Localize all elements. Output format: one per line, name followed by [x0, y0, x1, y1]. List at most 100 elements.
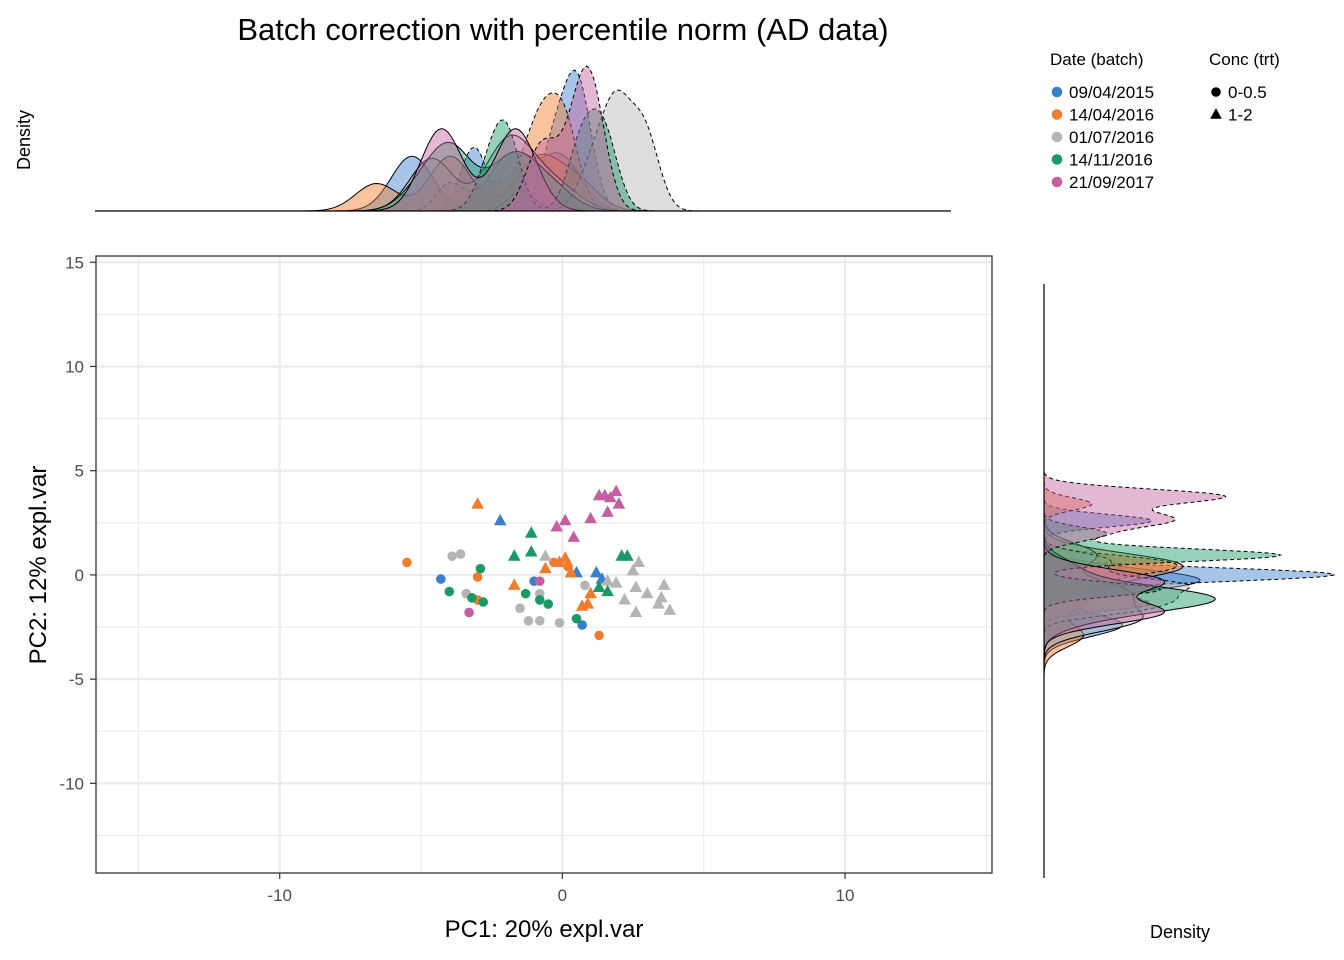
- legend-color-title: Date (batch): [1050, 50, 1144, 69]
- legend-color-swatch: [1051, 131, 1063, 143]
- scatter-point: [493, 513, 507, 526]
- scatter-point: [571, 613, 582, 624]
- scatter-point: [508, 578, 521, 590]
- legend-color-swatch: [1051, 154, 1063, 165]
- x-axis-ticks: -10 0 10: [267, 873, 854, 905]
- scatter-point: [472, 572, 483, 582]
- scatter-point: [444, 586, 455, 597]
- scatter-point: [558, 513, 572, 526]
- legend-color-label: 09/04/2015: [1069, 83, 1154, 102]
- legend-shape-title: Conc (trt): [1209, 50, 1280, 69]
- legend-shape-swatch: [1211, 87, 1221, 97]
- right-density-label: Density: [1150, 922, 1210, 942]
- scatter-point: [657, 578, 671, 590]
- scatter-plot-border: [95, 255, 993, 874]
- scatter-point: [455, 549, 466, 559]
- y-tick-label: 0: [75, 566, 84, 585]
- chart-title: Batch correction with percentile norm (A…: [237, 12, 888, 47]
- scatter-point: [508, 549, 521, 561]
- scatter-point: [584, 586, 597, 599]
- scatter-point: [655, 590, 668, 603]
- scatter-point: [478, 597, 489, 607]
- y-tick-label: -10: [59, 774, 84, 793]
- legend-color-label: 14/11/2016: [1069, 151, 1153, 170]
- legend-color-swatch: [1051, 176, 1063, 188]
- legend-color-label: 21/09/2017: [1069, 173, 1154, 192]
- y-axis-ticks: -10 -5 0 5 10 15: [59, 253, 96, 793]
- legend-color-label: 01/07/2016: [1069, 128, 1154, 147]
- scatter-point: [592, 580, 606, 592]
- legend-color-swatch: [1051, 86, 1063, 98]
- x-axis-title: PC1: 20% expl.var: [445, 916, 644, 943]
- x-tick-label: 0: [558, 886, 567, 905]
- scatter-point: [601, 505, 614, 517]
- scatter-point: [447, 551, 457, 561]
- scatter-point: [629, 580, 643, 592]
- scatter-point: [580, 580, 590, 591]
- x-tick-label: -10: [267, 886, 292, 905]
- scatter-point: [609, 484, 623, 497]
- scatter-point: [543, 599, 554, 609]
- legend-shape-entries: 0-0.5 1-2: [1210, 83, 1267, 125]
- scatter-point: [626, 563, 640, 576]
- scatter-panel: -10 0 10 -10 -5 0 5 10 15 PC1: 20% expl.var PC2…: [25, 253, 993, 943]
- right-density-curves: [1043, 290, 1336, 836]
- scatter-point: [475, 563, 486, 574]
- top-density-label: Density: [14, 110, 34, 170]
- scatter-point: [534, 576, 545, 586]
- scatter-point: [534, 615, 545, 626]
- top-density-panel: Density: [14, 65, 951, 212]
- scatter-point: [594, 630, 604, 641]
- scatter-point: [553, 555, 566, 567]
- legend-shape-label: 0-0.5: [1228, 83, 1267, 102]
- legend: Date (batch) 09/04/2015 14/04/2016 01/07/2…: [1050, 50, 1280, 192]
- scatter-point: [402, 557, 412, 568]
- scatter-point: [464, 607, 474, 618]
- scatter-point: [612, 497, 626, 509]
- scatter-point: [554, 618, 565, 628]
- legend-color-swatch: [1051, 109, 1063, 120]
- scatter-point: [584, 511, 597, 524]
- scatter-point: [577, 620, 587, 630]
- legend-color-label: 14/04/2016: [1069, 106, 1154, 125]
- scatter-point: [640, 586, 654, 599]
- top-density-curves: [95, 65, 951, 212]
- scatter-point: [652, 597, 665, 609]
- y-axis-title: PC2: 12% expl.var: [25, 466, 52, 665]
- scatter-point: [621, 549, 634, 561]
- legend-color-entries: 09/04/2015 14/04/2016 01/07/2016 14/11/2016…: [1051, 83, 1154, 192]
- legend-shape-label: 1-2: [1228, 106, 1253, 125]
- grid-minor: [96, 256, 992, 873]
- scatter-point: [604, 490, 617, 503]
- y-tick-label: 15: [65, 253, 84, 272]
- scatter-point: [525, 526, 538, 538]
- scatter-point: [539, 549, 552, 561]
- scatter-point: [609, 576, 623, 588]
- scatter-points: [402, 484, 677, 641]
- scatter-point: [515, 603, 525, 614]
- scatter-point: [590, 565, 603, 578]
- right-density-curve: [1043, 290, 1282, 836]
- scatter-point: [663, 603, 677, 615]
- scatter-point: [525, 545, 538, 557]
- scatter-point: [558, 551, 572, 563]
- scatter-point: [601, 584, 614, 597]
- x-tick-label: 10: [836, 886, 855, 905]
- scatter-point: [534, 595, 545, 605]
- scatter-point: [581, 597, 595, 609]
- scatter-point: [601, 574, 614, 586]
- right-density-panel: Density: [1043, 284, 1336, 942]
- scatter-point: [629, 605, 643, 617]
- scatter-point: [567, 530, 580, 542]
- scatter-point: [564, 565, 578, 578]
- scatter-point: [632, 555, 645, 567]
- scatter-point: [467, 593, 477, 603]
- y-tick-label: 5: [75, 462, 84, 481]
- scatter-point: [550, 520, 563, 532]
- scatter-point: [618, 593, 631, 605]
- scatter-point: [523, 615, 534, 626]
- y-tick-label: 10: [65, 357, 84, 376]
- y-tick-label: -5: [69, 670, 84, 689]
- scatter-point: [539, 561, 552, 574]
